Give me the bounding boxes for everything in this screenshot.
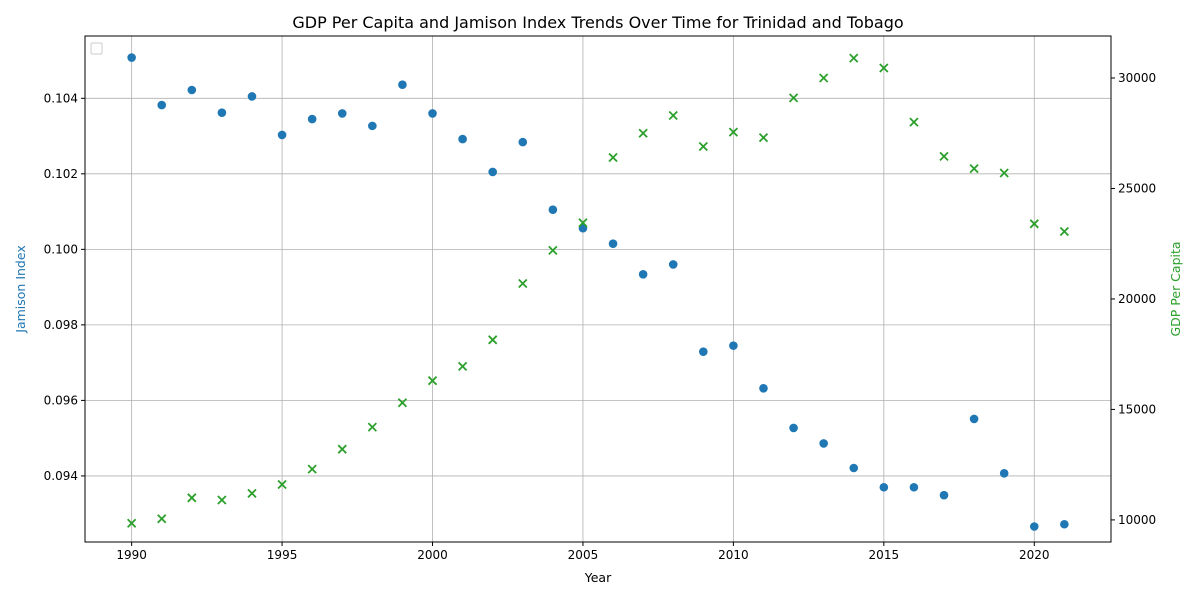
y-axis-left-label: Jamison Index [13,245,28,333]
x-axis-label: Year [584,570,612,585]
marks-layer [126,53,1070,531]
y-axis-right-label: GDP Per Capita [1168,241,1183,336]
y-left-tick-label: 0.104 [44,91,78,105]
gdp-per-capita-point [819,73,829,83]
jamison-index-point [879,482,889,492]
y-left-tick-label: 0.098 [44,318,78,332]
gdp-per-capita-point [187,493,197,503]
gdp-per-capita-point [999,168,1009,178]
jamison-index-point [277,130,287,140]
gdp-per-capita-point [578,218,588,228]
y-right-tick-label: 20000 [1118,292,1156,306]
jamison-index-point [458,134,467,144]
jamison-index-point [217,108,227,117]
jamison-index-point [969,414,979,424]
jamison-index-point [247,92,257,101]
jamison-index-point [939,490,949,500]
jamison-index-point [307,114,317,124]
gdp-per-capita-point [367,422,377,432]
gdp-per-capita-point [548,245,558,255]
gdp-per-capita-point [638,128,648,138]
y-right-tick-label: 15000 [1118,402,1156,416]
gdp-per-capita-point [969,163,979,174]
gdp-per-capita-point [849,53,859,63]
jamison-index-point [729,341,738,350]
jamison-index-point [668,260,678,269]
gdp-per-capita-point [488,335,498,345]
jamison-index-point [428,109,437,118]
gdp-per-capita-point [157,514,167,524]
jamison-index-point [608,239,618,248]
x-tick-label: 2020 [1019,548,1050,562]
jamison-index-point [638,269,648,279]
plot-frame [84,35,1112,543]
grid-layer [85,36,1111,542]
legend-box [90,42,103,55]
x-tick-label: 2005 [568,548,599,562]
y-left-tick-label: 0.100 [44,242,78,256]
gdp-per-capita-point [879,63,889,73]
gdp-per-capita-point [698,141,708,152]
jamison-index-point [849,463,859,473]
jamison-index-point [789,423,798,433]
gdp-per-capita-point [217,495,227,505]
gdp-per-capita-point [397,398,408,408]
gdp-per-capita-point [728,127,739,137]
chart-title: GDP Per Capita and Jamison Index Trends … [292,13,903,32]
y-right-tick-label: 25000 [1118,181,1156,195]
ticks-layer: 1990 1995 2000 2005 2010 2015 2020 0.094 0.096 0.… [44,71,1157,562]
jamison-index-point [157,100,167,110]
x-tick-label: 1995 [267,548,298,562]
jamison-index-point [1060,519,1069,529]
gdp-per-capita-point [1059,226,1070,237]
jamison-index-point [699,347,708,356]
jamison-index-point [368,121,377,131]
jamison-index-point [909,482,919,492]
jamison-index-point [518,137,528,147]
jamison-index-point [187,85,197,95]
gdp-per-capita-point [247,488,257,499]
y-left-tick-label: 0.094 [44,469,78,483]
jamison-index-point [488,167,497,177]
jamison-index-point [548,205,558,215]
gdp-per-capita-point [668,110,678,121]
x-tick-label: 2000 [417,548,448,562]
gdp-per-capita-point [518,278,528,289]
jamison-index-point [999,468,1009,478]
jamison-index-point [1029,522,1039,531]
gdp-per-capita-point [307,464,317,474]
gdp-per-capita-point [758,133,769,143]
gdp-per-capita-point [788,93,799,103]
jamison-index-point [819,439,828,448]
gdp-per-capita-point [909,117,919,127]
gdp-per-capita-point [608,152,618,163]
gdp-per-capita-point [337,444,347,454]
y-right-tick-label: 30000 [1118,71,1156,85]
jamison-index-point [337,109,347,118]
x-tick-label: 2015 [869,548,900,562]
gdp-per-capita-point [277,479,287,490]
gdp-per-capita-point [1029,219,1039,229]
jamison-index-point [759,384,768,393]
gdp-per-capita-point [457,361,468,371]
jamison-index-point [127,53,136,62]
jamison-index-point [398,80,407,90]
gdp-per-capita-point [939,151,949,162]
y-right-tick-label: 10000 [1118,513,1156,527]
x-tick-label: 2010 [718,548,749,562]
gdp-per-capita-point [427,376,438,386]
x-tick-label: 1990 [116,548,147,562]
y-left-tick-label: 0.096 [44,393,78,407]
y-left-tick-label: 0.102 [44,167,78,181]
gdp-per-capita-point [126,518,137,528]
